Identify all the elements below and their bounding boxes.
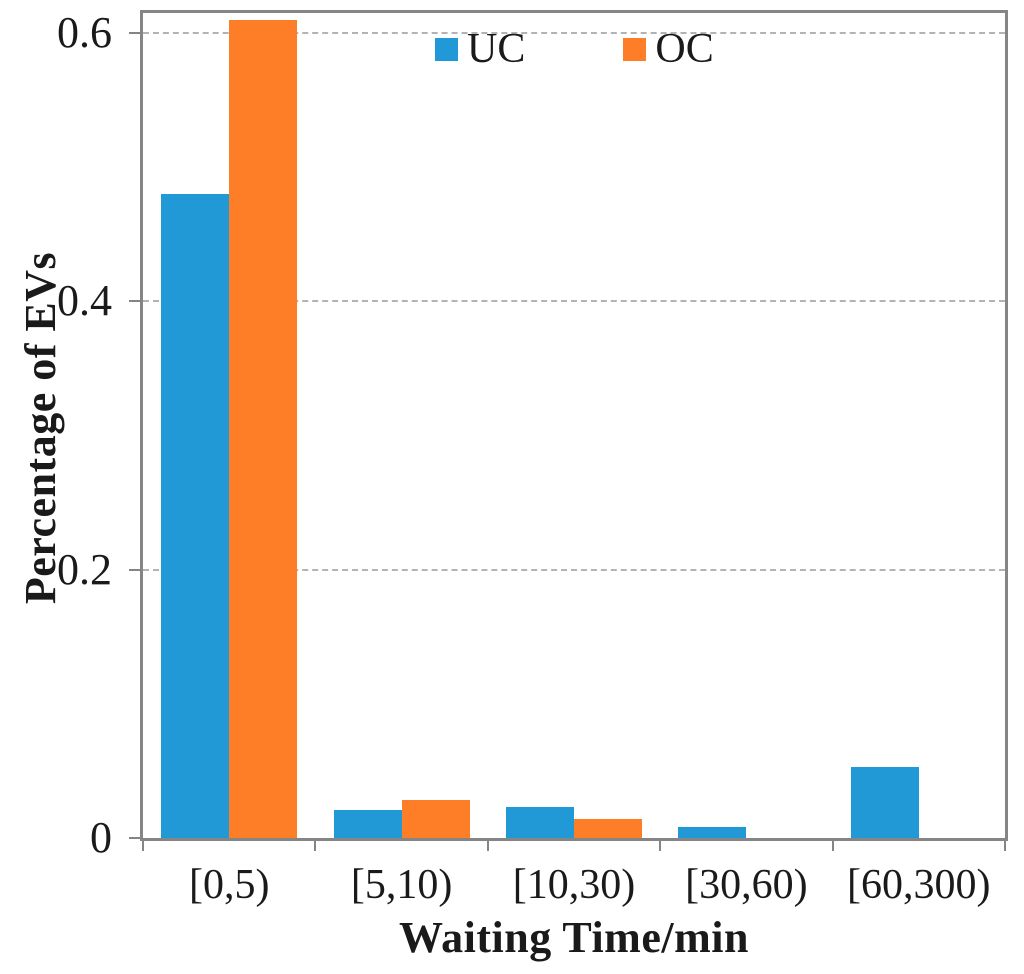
bar-oc-2 xyxy=(574,819,642,838)
y-tick-mark xyxy=(129,837,143,839)
y-tick-label: 0.2 xyxy=(57,544,112,594)
x-category-label: [0,5) xyxy=(188,862,270,908)
x-tick-mark xyxy=(1004,838,1006,851)
gridline-0.6 xyxy=(143,32,1005,35)
oc-legend-swatch-icon xyxy=(623,37,647,61)
x-category-label: [5,10) xyxy=(350,862,453,908)
bar-oc-1 xyxy=(401,800,470,838)
bar-uc-2 xyxy=(506,807,574,838)
y-tick-label: 0.4 xyxy=(57,276,112,326)
uc-legend-swatch-icon xyxy=(435,37,458,61)
x-category-label: [10,30) xyxy=(512,862,636,908)
y-tick-label: 0.6 xyxy=(57,8,112,58)
bar-uc-4 xyxy=(850,766,919,838)
x-tick-mark xyxy=(659,838,662,851)
x-tick-mark xyxy=(486,838,489,851)
y-tick-mark xyxy=(129,568,143,571)
gridline-0.2 xyxy=(143,568,1005,571)
x-category-label: [60,300) xyxy=(847,862,991,908)
uc-legend-label: UC xyxy=(467,26,526,72)
bar-uc-3 xyxy=(678,827,747,838)
bar-uc-1 xyxy=(333,809,402,838)
y-tick-mark xyxy=(129,300,143,303)
legend: UC OC xyxy=(435,27,714,71)
legend-item-uc: UC xyxy=(435,27,525,71)
x-axis-title-text: Waiting Time/min xyxy=(399,913,749,962)
x-axis-title: Waiting Time/min xyxy=(143,912,1005,963)
legend-item-oc: OC xyxy=(623,26,714,72)
x-category-label: [30,60) xyxy=(685,862,808,908)
y-tick-label: 0 xyxy=(90,813,112,862)
x-tick-mark xyxy=(831,838,834,851)
x-tick-mark xyxy=(314,838,317,851)
oc-legend-label: OC xyxy=(655,26,714,72)
y-tick-mark xyxy=(129,32,143,35)
plot-area: UC OC xyxy=(140,10,1008,841)
bar-uc-0 xyxy=(161,194,230,838)
bar-oc-0 xyxy=(229,19,298,838)
gridline-0.4 xyxy=(143,300,1005,303)
x-tick-mark xyxy=(142,838,144,851)
